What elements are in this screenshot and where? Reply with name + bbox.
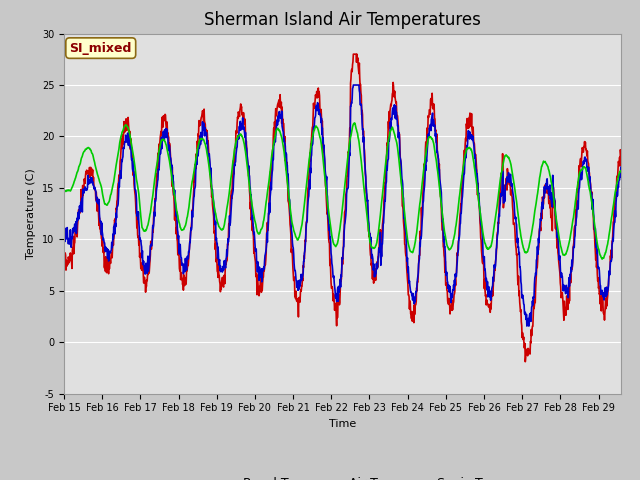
Air T <box>252 248 260 253</box>
Air T <box>525 323 532 329</box>
Air T <box>353 82 360 88</box>
Line: Sonic T: Sonic T <box>64 123 621 259</box>
Text: SI_mixed: SI_mixed <box>70 42 132 55</box>
Air T <box>317 120 325 125</box>
Air T <box>60 234 68 240</box>
X-axis label: Time: Time <box>329 419 356 429</box>
Panel T <box>617 151 625 157</box>
Y-axis label: Temperature (C): Temperature (C) <box>26 168 36 259</box>
Sonic T <box>317 140 325 145</box>
Sonic T <box>350 120 358 126</box>
Line: Panel T: Panel T <box>64 54 621 362</box>
Panel T <box>512 246 520 252</box>
Panel T <box>353 60 360 65</box>
Panel T <box>252 273 260 278</box>
Sonic T <box>609 204 617 210</box>
Title: Sherman Island Air Temperatures: Sherman Island Air Temperatures <box>204 11 481 29</box>
Air T <box>195 145 203 151</box>
Sonic T <box>598 256 606 262</box>
Panel T <box>522 359 529 365</box>
Air T <box>617 164 625 170</box>
Air T <box>512 220 520 226</box>
Panel T <box>317 107 325 112</box>
Sonic T <box>353 127 360 132</box>
Sonic T <box>60 188 68 193</box>
Sonic T <box>195 139 203 145</box>
Sonic T <box>252 222 260 228</box>
Air T <box>609 238 617 244</box>
Air T <box>349 82 357 88</box>
Legend: Panel T, Air T, Sonic T: Panel T, Air T, Sonic T <box>196 472 488 480</box>
Sonic T <box>512 196 520 202</box>
Panel T <box>609 219 617 225</box>
Panel T <box>349 51 357 57</box>
Panel T <box>60 251 68 257</box>
Sonic T <box>617 168 625 174</box>
Line: Air T: Air T <box>64 85 621 326</box>
Panel T <box>195 118 203 123</box>
